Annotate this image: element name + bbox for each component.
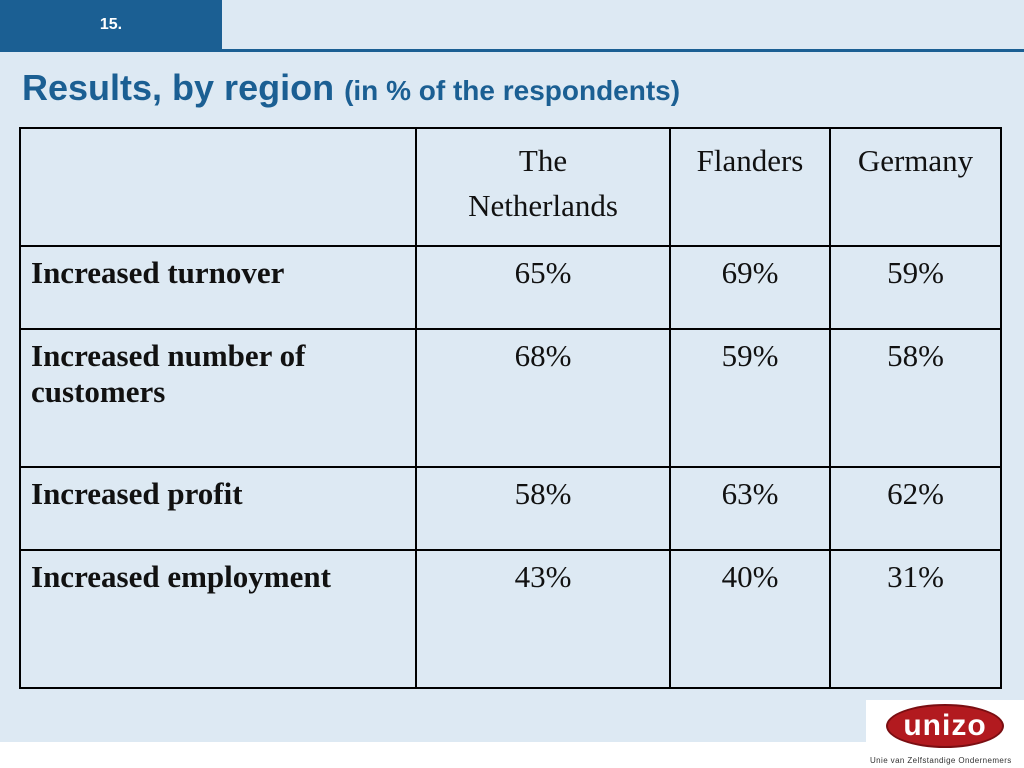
header-band: 15. [0,0,1024,52]
row-label: Increased profit [19,466,417,551]
header-cell-empty [19,127,417,247]
slide-title: Results, by region (in % of the responden… [22,67,680,109]
row-label: Increased turnover [19,245,417,330]
row-label: Increased employment [19,549,417,689]
value-germany: 59% [829,245,1002,330]
table-row: Increased profit 58% 63% 62% [19,466,1002,551]
table-row: Increased employment 43% 40% 31% [19,549,1002,689]
value-flanders: 59% [669,328,831,468]
title-subtitle: (in % of the respondents) [344,75,681,106]
value-netherlands: 68% [415,328,671,468]
value-netherlands: 43% [415,549,671,689]
value-netherlands: 58% [415,466,671,551]
header-cell-germany: Germany [829,127,1002,247]
logo-tagline: Unie van Zelfstandige Ondernemers [870,756,1012,765]
slide-number: 15. [0,0,222,50]
logo-mark: unizo [886,704,1004,748]
results-table: The Netherlands Flanders Germany Increase… [19,127,1002,689]
row-label: Increased number of customers [19,328,417,468]
value-flanders: 40% [669,549,831,689]
value-germany: 31% [829,549,1002,689]
value-netherlands: 65% [415,245,671,330]
value-germany: 58% [829,328,1002,468]
value-flanders: 69% [669,245,831,330]
value-flanders: 63% [669,466,831,551]
table-row: Increased turnover 65% 69% 59% [19,245,1002,330]
title-main: Results, by region [22,67,335,108]
unizo-logo: unizo Unie van Zelfstandige Ondernemers [866,700,1024,768]
header-cell-flanders: Flanders [669,127,831,247]
header-cell-netherlands: The Netherlands [415,127,671,247]
header-row: The Netherlands Flanders Germany [19,127,1002,247]
value-germany: 62% [829,466,1002,551]
table-row: Increased number of customers 68% 59% 58… [19,328,1002,468]
footer-strip [0,742,1024,768]
